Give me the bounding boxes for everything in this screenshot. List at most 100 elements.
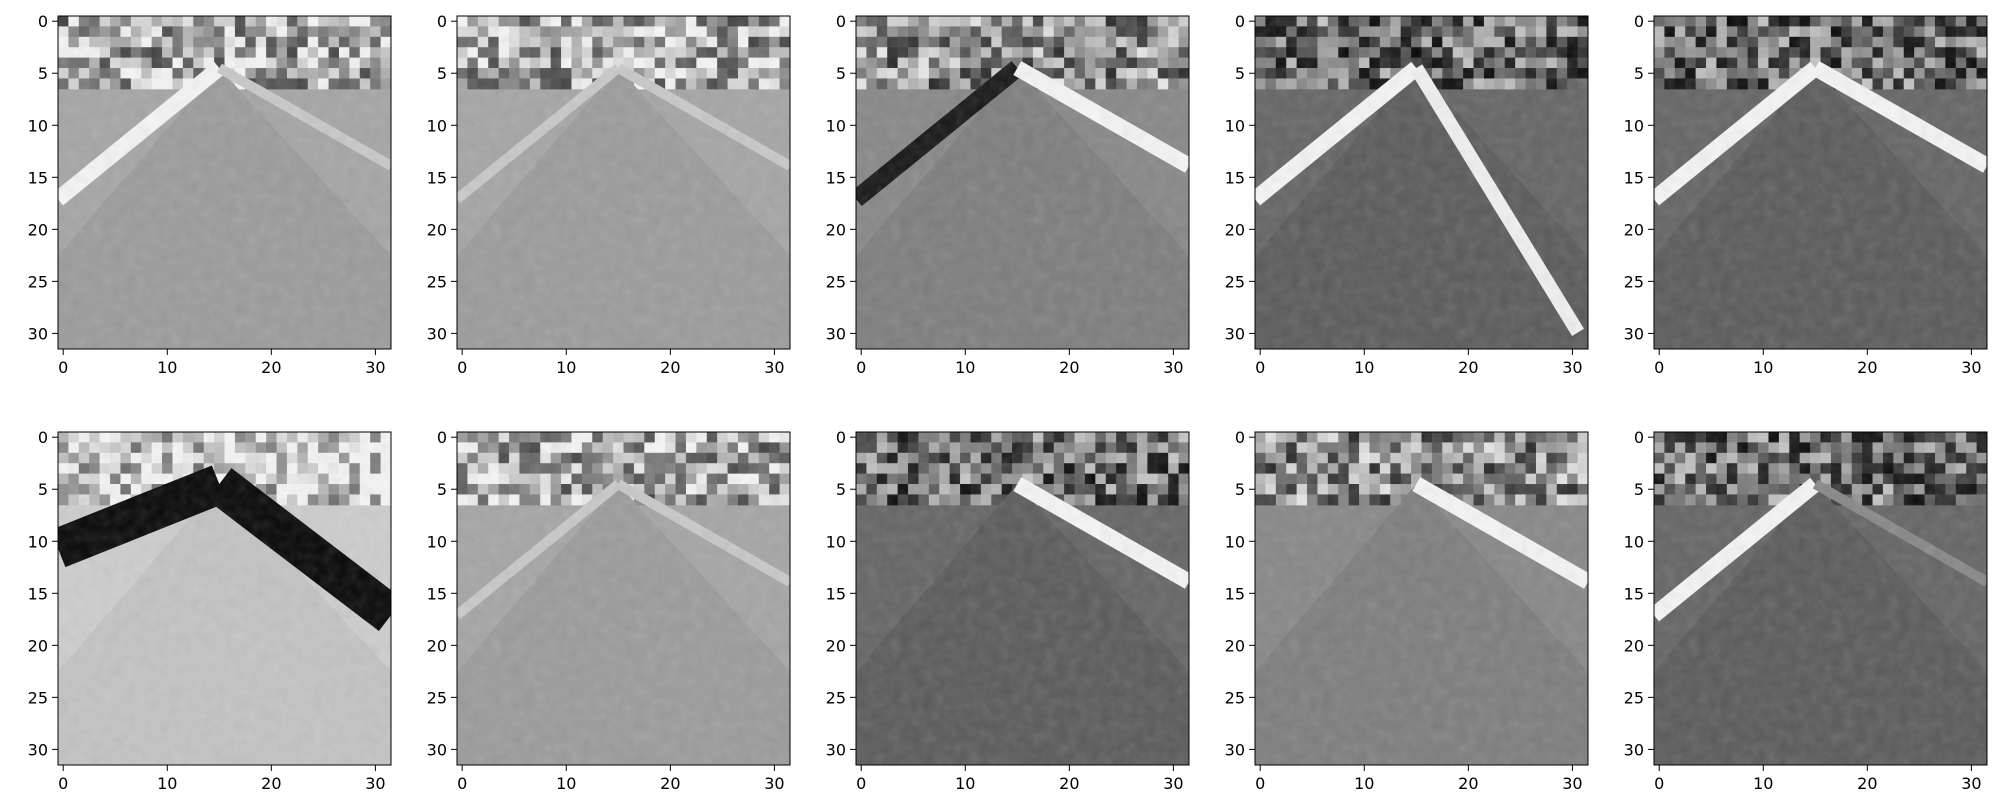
axes-frame xyxy=(855,431,1190,766)
axes-frame xyxy=(57,431,392,766)
y-tick-label: 15 xyxy=(427,584,447,603)
y-tick-label: 30 xyxy=(1225,324,1245,343)
image-panel: 0 10 20 30 0 5 10 15 20 25 30 xyxy=(826,12,1190,377)
y-tick-label: 0 xyxy=(437,12,447,31)
y-tick-label: 25 xyxy=(826,688,846,707)
x-tick-label: 30 xyxy=(1163,358,1183,377)
x-tick-label: 30 xyxy=(1961,358,1981,377)
grayscale-image xyxy=(1654,432,1987,765)
y-tick-label: 15 xyxy=(826,168,846,187)
image-panel: 0 10 20 30 0 5 10 15 20 25 30 xyxy=(427,428,791,793)
y-tick-label: 15 xyxy=(1624,584,1644,603)
y-tick-label: 25 xyxy=(28,688,48,707)
x-tick-label: 10 xyxy=(1753,358,1773,377)
image-panel: 0 10 20 30 0 5 10 15 20 25 30 xyxy=(1225,12,1589,377)
y-tick-label: 10 xyxy=(427,116,447,135)
x-tick-label: 0 xyxy=(457,774,467,793)
axes-frame xyxy=(456,431,791,766)
y-tick-label: 5 xyxy=(437,64,447,83)
y-tick-label: 5 xyxy=(38,64,48,83)
y-tick-label: 25 xyxy=(28,272,48,291)
x-tick-label: 30 xyxy=(764,358,784,377)
axes-frame xyxy=(456,15,791,350)
y-tick-label: 20 xyxy=(427,636,447,655)
x-tick-label: 0 xyxy=(58,358,68,377)
x-tick-label: 0 xyxy=(1255,358,1265,377)
y-tick-label: 25 xyxy=(1624,272,1644,291)
y-tick-label: 30 xyxy=(826,324,846,343)
y-tick-label: 15 xyxy=(1225,168,1245,187)
x-tick-label: 20 xyxy=(1059,774,1079,793)
y-tick-label: 20 xyxy=(28,636,48,655)
axes-frame xyxy=(1254,431,1589,766)
x-tick-label: 10 xyxy=(157,774,177,793)
x-tick-label: 10 xyxy=(1354,774,1374,793)
axes-frame xyxy=(1653,15,1988,350)
axes-frame xyxy=(57,15,392,350)
y-tick-label: 20 xyxy=(427,220,447,239)
y-tick-label: 20 xyxy=(826,636,846,655)
grayscale-image xyxy=(856,16,1189,349)
y-tick-label: 20 xyxy=(1225,220,1245,239)
y-tick-label: 15 xyxy=(1624,168,1644,187)
x-tick-label: 20 xyxy=(1857,358,1877,377)
x-tick-label: 20 xyxy=(261,358,281,377)
y-tick-label: 25 xyxy=(1225,688,1245,707)
x-tick-label: 20 xyxy=(1857,774,1877,793)
x-tick-label: 30 xyxy=(1961,774,1981,793)
x-tick-label: 20 xyxy=(1458,358,1478,377)
x-tick-label: 30 xyxy=(1163,774,1183,793)
image-panel: 0 10 20 30 0 5 10 15 20 25 30 xyxy=(427,12,791,377)
y-tick-label: 25 xyxy=(1225,272,1245,291)
grayscale-image xyxy=(58,16,391,349)
x-tick-label: 10 xyxy=(1354,358,1374,377)
grayscale-image xyxy=(457,432,790,765)
y-tick-label: 0 xyxy=(1634,12,1644,31)
x-tick-label: 20 xyxy=(1059,358,1079,377)
y-tick-label: 30 xyxy=(28,324,48,343)
y-tick-label: 10 xyxy=(28,116,48,135)
y-tick-label: 5 xyxy=(38,480,48,499)
x-tick-label: 0 xyxy=(1654,774,1664,793)
y-tick-label: 30 xyxy=(1225,740,1245,759)
grayscale-image xyxy=(1654,16,1987,349)
x-tick-label: 10 xyxy=(955,358,975,377)
y-tick-label: 0 xyxy=(38,12,48,31)
x-tick-label: 0 xyxy=(58,774,68,793)
y-tick-label: 10 xyxy=(826,116,846,135)
y-tick-label: 20 xyxy=(826,220,846,239)
x-tick-label: 20 xyxy=(660,358,680,377)
y-tick-label: 10 xyxy=(28,532,48,551)
x-tick-label: 20 xyxy=(1458,774,1478,793)
x-tick-label: 10 xyxy=(1753,774,1773,793)
x-tick-label: 10 xyxy=(556,358,576,377)
y-tick-label: 30 xyxy=(427,324,447,343)
y-tick-label: 15 xyxy=(28,584,48,603)
image-panel: 0 10 20 30 0 5 10 15 20 25 30 xyxy=(28,428,392,793)
y-tick-label: 0 xyxy=(437,428,447,447)
y-tick-label: 30 xyxy=(826,740,846,759)
grayscale-image xyxy=(1255,16,1588,349)
x-tick-label: 10 xyxy=(556,774,576,793)
y-tick-label: 5 xyxy=(1634,64,1644,83)
x-tick-label: 10 xyxy=(157,358,177,377)
y-tick-label: 30 xyxy=(427,740,447,759)
x-tick-label: 30 xyxy=(1562,358,1582,377)
y-tick-label: 15 xyxy=(1225,584,1245,603)
y-tick-label: 30 xyxy=(1624,324,1644,343)
y-tick-label: 30 xyxy=(28,740,48,759)
y-tick-label: 30 xyxy=(1624,740,1644,759)
y-tick-label: 10 xyxy=(1225,116,1245,135)
grayscale-image xyxy=(457,16,790,349)
y-tick-label: 20 xyxy=(1624,636,1644,655)
image-panel: 0 10 20 30 0 5 10 15 20 25 30 xyxy=(826,428,1190,793)
grayscale-image xyxy=(1255,432,1588,765)
x-tick-label: 30 xyxy=(764,774,784,793)
y-tick-label: 0 xyxy=(38,428,48,447)
y-tick-label: 15 xyxy=(28,168,48,187)
axes-frame xyxy=(855,15,1190,350)
y-tick-label: 10 xyxy=(826,532,846,551)
x-tick-label: 30 xyxy=(1562,774,1582,793)
y-tick-label: 5 xyxy=(836,480,846,499)
